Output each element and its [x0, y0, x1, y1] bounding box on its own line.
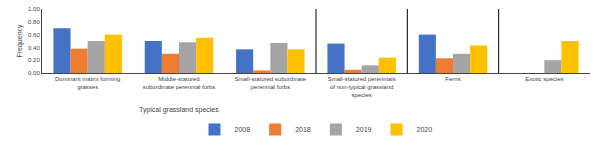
svg-text:0.00: 0.00 [28, 70, 40, 76]
svg-text:Middle-staturedsubordinate per: Middle-staturedsubordinate perennial for… [143, 76, 216, 90]
svg-text:Exotic species: Exotic species [525, 76, 563, 82]
svg-text:2019: 2019 [356, 126, 372, 133]
svg-text:0.20: 0.20 [28, 57, 40, 63]
svg-text:0.80: 0.80 [28, 19, 40, 25]
svg-text:2008: 2008 [235, 126, 251, 133]
svg-text:Dominant matrix forminggrasses: Dominant matrix forminggrasses [55, 76, 120, 90]
svg-text:Frequency: Frequency [16, 24, 24, 58]
svg-text:Small-statured perennialsof no: Small-statured perennialsof non-typical … [328, 76, 396, 98]
svg-text:1.00: 1.00 [28, 6, 40, 12]
svg-text:Ferns: Ferns [445, 76, 460, 82]
svg-text:2018: 2018 [295, 126, 311, 133]
svg-text:Typical grassland species: Typical grassland species [139, 106, 219, 114]
svg-text:2020: 2020 [417, 126, 433, 133]
svg-text:0.60: 0.60 [28, 32, 40, 38]
svg-text:Small-statured subordinatepere: Small-statured subordinateperennial forb… [234, 76, 306, 90]
svg-text:0.40: 0.40 [28, 45, 40, 51]
